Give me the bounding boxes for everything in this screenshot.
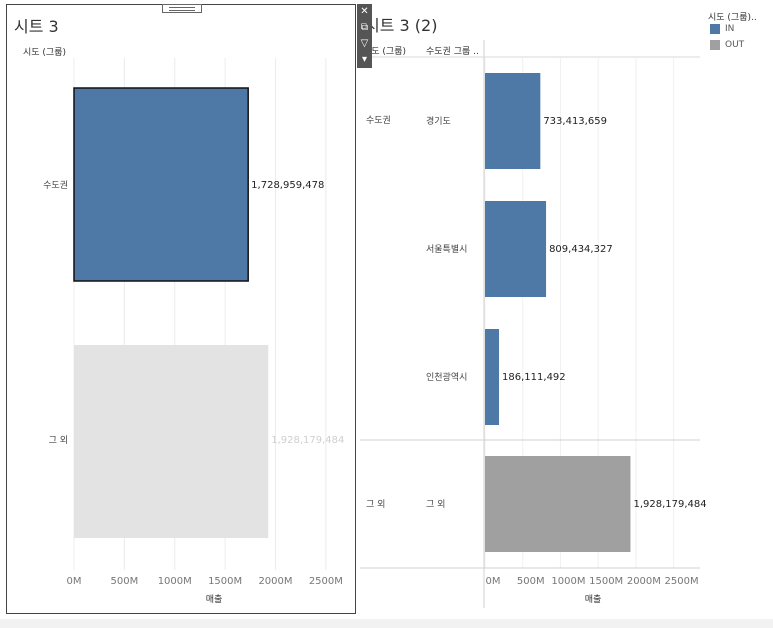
sheet1-xlabel: 매출 — [206, 594, 223, 605]
sheet1-tick-label: 2000M — [258, 576, 292, 587]
legend-label-in: IN — [725, 24, 735, 34]
sheet2-data-label: 733,413,659 — [543, 116, 607, 127]
sheet2-category-label: 서울특별시 — [426, 244, 467, 255]
sheet2-bar[interactable] — [485, 329, 500, 425]
dropdown-icon[interactable]: ▾ — [361, 54, 368, 65]
sheet1-tick-label: 1500M — [208, 576, 242, 587]
sheet2-tick-label: 1500M — [589, 576, 623, 587]
close-icon[interactable]: ✕ — [360, 6, 369, 17]
sheet1-category-label: 수도권 — [43, 179, 68, 191]
sheet2-group-label: 수도권 — [366, 114, 391, 126]
sheet2-bar[interactable] — [485, 201, 547, 297]
sheet-toolbar: ✕ ⧉ ▽ ▾ — [357, 4, 372, 68]
sheet2-data-label: 1,928,179,484 — [633, 499, 706, 510]
sheet1-tick-label: 1000M — [158, 576, 192, 587]
sheet2-bar[interactable] — [485, 456, 631, 552]
sheet2-bar[interactable] — [485, 73, 541, 169]
sheet2-title: 시트 3 (2) — [365, 16, 438, 35]
sheet2-category-label: 인천광역시 — [426, 371, 467, 383]
legend-swatch-out — [710, 40, 720, 50]
legend-title: 시도 (그룹).. — [708, 13, 757, 23]
sheet1-header: 시도 (그룹) — [23, 48, 67, 58]
resize-handle[interactable] — [162, 4, 202, 13]
popout-icon[interactable]: ⧉ — [360, 22, 369, 33]
sheet2-group-label: 그 외 — [366, 498, 385, 510]
sheet1-bar[interactable] — [74, 345, 269, 538]
sheet1-tick-label: 500M — [111, 576, 139, 587]
sheet2-xlabel: 매출 — [585, 594, 602, 605]
filter-icon[interactable]: ▽ — [360, 38, 369, 49]
sheet2-header-col1: 시도 (그룹) — [363, 47, 407, 57]
sheet2-data-label: 186,111,492 — [502, 372, 566, 383]
sheet1-tick-label: 2500M — [309, 576, 343, 587]
sheet2-tick-label: 0M — [486, 576, 501, 587]
sheet1-bar[interactable] — [73, 87, 249, 282]
sheet2-tick-label: 2500M — [665, 576, 699, 587]
sheet2-header-col2: 수도권 그룹 .. — [426, 47, 479, 57]
sheet1-category-label: 그 외 — [49, 434, 68, 446]
sheet2-tick-label: 1000M — [551, 576, 585, 587]
legend-label-out: OUT — [725, 40, 745, 50]
sheet1-data-label: 1,928,179,484 — [271, 435, 344, 446]
sheet1-title: 시트 3 — [14, 17, 59, 36]
sheet2-category-label: 그 외 — [426, 498, 445, 510]
sheet2-category-label: 경기도 — [426, 115, 451, 127]
legend-swatch-in — [710, 24, 720, 34]
sheet1-tick-label: 0M — [67, 576, 82, 587]
sheet1-data-label: 1,728,959,478 — [251, 180, 324, 191]
bottom-bar — [0, 619, 773, 628]
sheet2-tick-label: 500M — [517, 576, 545, 587]
sheet2-tick-label: 2000M — [627, 576, 661, 587]
sheet2-data-label: 809,434,327 — [549, 244, 613, 255]
sheet1-chart: 수도권 1,728,959,478 그 외 1,928,179,484 0M 500M 1… — [43, 58, 344, 605]
